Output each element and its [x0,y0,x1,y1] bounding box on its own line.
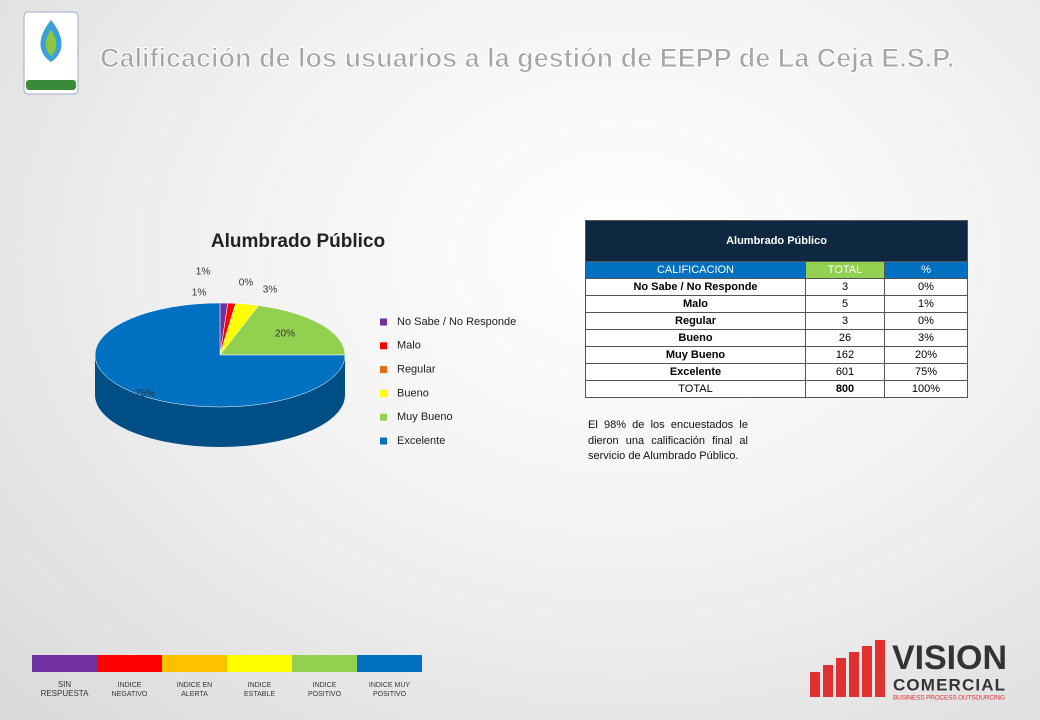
legend-label: Bueno [397,387,429,399]
logo-band [26,80,76,90]
table-title: Alumbrado Público [585,220,968,262]
data-label: 0% [239,278,254,289]
scale-label: SIN RESPUESTA [41,680,90,698]
legend-swatch [380,389,387,397]
legend-swatch [380,342,387,350]
table-cell: Regular [585,312,806,330]
logo-bar [836,658,846,697]
scale-block [162,655,227,672]
table-cell: Bueno [585,329,806,347]
table-cell: 162 [805,346,885,364]
table-cell: Malo [585,295,806,313]
table-cell: Muy Bueno [585,346,806,364]
scale-block [97,655,162,672]
logo-eepp [23,11,79,95]
vision-logo: VISION COMERCIAL BUSINESS PROCESS OUTSOU… [810,639,1007,702]
legend-label: Regular [397,364,436,376]
scale-label: INDICE MUY POSITIVO [369,682,411,698]
scale-label: INDICE EN ALERTA [177,682,212,698]
data-label: 75% [135,389,155,400]
scale-block [227,655,292,672]
logo-bar [862,646,872,697]
logo-leaf [45,30,57,56]
table-cell: % [884,261,968,279]
pie-slice [219,305,346,356]
chart-title: Alumbrado Público [211,231,385,252]
logo-bar [875,640,885,697]
legend-label: Excelente [397,435,445,447]
table-cell: 20% [884,346,968,364]
table-cell: 1% [884,295,968,313]
note: El 98% de los encuestados le dieron una … [588,419,748,462]
table-cell: 0% [884,312,968,330]
table-cell: 3% [884,329,968,347]
logo-tagline: BUSINESS PROCESS OUTSOURCING [893,695,1005,702]
table-cell: Excelente [585,363,806,381]
logo-bar [823,665,833,697]
table-cell: 3 [805,278,885,296]
legend-swatch [380,318,387,326]
table-cell: 0% [884,278,968,296]
slide-title: Calificación de los usuarios a la gestió… [100,43,954,73]
logo-name: VISION [892,639,1007,677]
table-cell: CALIFICACION [585,261,806,279]
data-label: 20% [275,329,295,340]
data-table: Alumbrado Público CALIFICACION TOTAL% No S… [585,220,968,398]
legend-swatch [380,437,387,445]
table-cell: 3 [805,312,885,330]
table-cell: 5 [805,295,885,313]
pie-slice-side [95,355,345,447]
scale-block [292,655,357,672]
scale-block [32,655,97,672]
logo-bar [810,672,820,697]
logo-bar [849,652,859,697]
table-cell: No Sabe / No Responde [585,278,806,296]
table-cell: 100% [884,380,968,398]
logo-sub: COMERCIAL [893,675,1005,694]
scale-label: INDICE ESTABLE [244,682,275,698]
legend-label: No Sabe / No Responde [397,316,516,328]
scale-label: INDICE NEGATIVO [112,682,148,698]
legend-label: Malo [397,340,421,352]
data-label: 1% [192,288,207,299]
table-cell: TOTAL [805,261,885,279]
legend-swatch [380,413,387,421]
scale-label: INDICE POSITIVO [308,682,342,698]
table-cell: 800 [805,380,885,398]
table-cell: 26 [805,329,885,347]
legend-label: Muy Bueno [397,411,453,423]
table-cell: TOTAL [585,380,806,398]
legend-swatch [380,366,387,374]
scale-block [357,655,422,672]
data-label: 3% [263,285,278,296]
table-cell: 75% [884,363,968,381]
pie-slice [94,302,346,408]
data-label: 1% [196,267,211,278]
table-cell: 601 [805,363,885,381]
